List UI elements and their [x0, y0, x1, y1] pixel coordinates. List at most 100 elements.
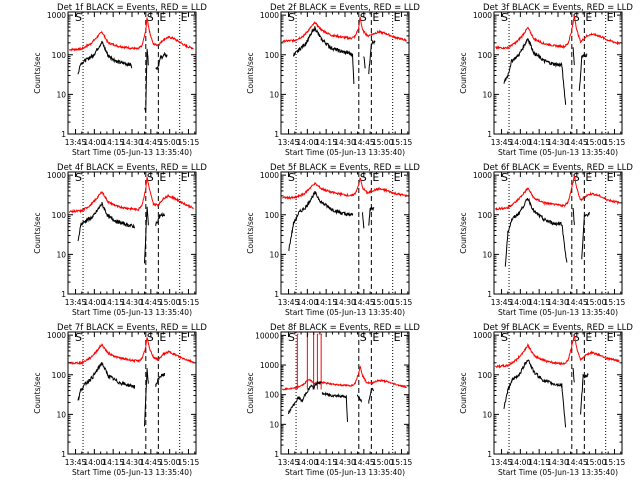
- y-tick-label: 100: [265, 211, 280, 220]
- boundary-marker-s: S: [501, 331, 508, 344]
- boundary-marker-s: S: [288, 171, 295, 184]
- panel-det-4f: Det 4f BLACK = Events, RED = LLD Start T…: [33, 163, 207, 317]
- x-tick-label: 15:15: [178, 298, 200, 307]
- y-tick-label: 1000: [260, 11, 279, 20]
- series-line-lld: [282, 176, 407, 201]
- event-marker-e: E: [372, 331, 379, 344]
- x-tick-label: 14:30: [547, 458, 569, 467]
- panel-det-7f: Det 7f BLACK = Events, RED = LLD Start T…: [33, 323, 207, 477]
- x-tick-label: 14:00: [84, 298, 106, 307]
- series-line-lld: [68, 337, 194, 366]
- series-line-events: [77, 201, 166, 264]
- x-tick-label: 14:15: [102, 458, 124, 467]
- boundary-marker-e: E: [181, 11, 188, 24]
- series-line-events: [77, 362, 166, 427]
- boundary-marker-s: S: [288, 331, 295, 344]
- x-tick-label: 15:15: [604, 458, 626, 467]
- x-tick-label: 14:45: [566, 298, 588, 307]
- x-tick-label: 14:15: [528, 138, 550, 147]
- x-axis-label: Start Time (05-Jun-13 13:35:40): [285, 148, 405, 157]
- event-marker-s: S: [360, 11, 367, 24]
- x-tick-label: 15:15: [604, 138, 626, 147]
- y-axis-label: Counts/sec: [459, 212, 468, 253]
- x-tick-label: 14:45: [566, 138, 588, 147]
- x-tick-label: 13:45: [65, 298, 87, 307]
- boundary-marker-s: S: [75, 171, 82, 184]
- panel-title: Det 2f BLACK = Events, RED = LLD: [270, 3, 420, 13]
- event-marker-e: E: [159, 331, 166, 344]
- boundary-marker-e: E: [181, 171, 188, 184]
- boundary-marker-e: E: [181, 331, 188, 344]
- y-tick-label: 1000: [473, 331, 492, 340]
- panel-det-1f: Det 1f BLACK = Events, RED = LLD Start T…: [33, 3, 207, 157]
- boundary-marker-s: S: [501, 11, 508, 24]
- x-tick-label: 14:15: [528, 458, 550, 467]
- x-tick-label: 15:15: [391, 458, 413, 467]
- x-axis-label: Start Time (05-Jun-13 13:35:40): [498, 148, 618, 157]
- x-axis-label: Start Time (05-Jun-13 13:35:40): [72, 148, 192, 157]
- y-tick-label: 10: [482, 90, 492, 99]
- event-marker-e: E: [159, 171, 166, 184]
- event-marker-e: E: [159, 11, 166, 24]
- y-axis-label: Counts/sec: [459, 372, 468, 413]
- event-marker-e: E: [585, 11, 592, 24]
- x-tick-label: 14:15: [315, 458, 337, 467]
- x-tick-label: 14:00: [297, 458, 319, 467]
- y-tick-label: 1: [61, 290, 66, 299]
- x-tick-label: 14:00: [510, 298, 532, 307]
- x-tick-label: 14:30: [547, 138, 569, 147]
- x-tick-label: 15:00: [585, 138, 607, 147]
- y-tick-label: 10: [482, 410, 492, 419]
- boundary-marker-s: S: [288, 11, 295, 24]
- y-tick-label: 100: [52, 211, 67, 220]
- series-line-lld: [495, 15, 620, 50]
- x-tick-label: 14:00: [510, 458, 532, 467]
- x-tick-label: 14:30: [121, 138, 143, 147]
- boundary-marker-e: E: [607, 171, 614, 184]
- panel-det-5f: Det 5f BLACK = Events, RED = LLD Start T…: [246, 163, 420, 317]
- x-tick-label: 14:00: [297, 138, 319, 147]
- event-marker-s: S: [573, 331, 580, 344]
- y-tick-label: 10: [56, 250, 66, 259]
- series-line-events: [288, 380, 374, 422]
- x-tick-label: 14:45: [353, 458, 375, 467]
- panel-det-8f: Det 8f BLACK = Events, RED = LLD Start T…: [246, 323, 420, 477]
- x-tick-label: 14:45: [566, 458, 588, 467]
- y-tick-label: 1000: [47, 331, 66, 340]
- y-tick-label: 10: [482, 250, 492, 259]
- series-line-lld: [69, 17, 194, 52]
- x-tick-label: 14:30: [334, 458, 356, 467]
- y-tick-label: 1000: [47, 171, 66, 180]
- y-tick-label: 10000: [255, 331, 279, 340]
- y-tick-label: 1: [61, 450, 66, 459]
- event-marker-e: E: [372, 171, 379, 184]
- x-tick-label: 14:30: [334, 298, 356, 307]
- x-tick-label: 14:30: [121, 298, 143, 307]
- x-tick-label: 13:45: [491, 138, 513, 147]
- panel-title: Det 9f BLACK = Events, RED = LLD: [483, 323, 633, 333]
- x-tick-label: 15:15: [604, 298, 626, 307]
- y-tick-label: 1000: [473, 11, 492, 20]
- x-tick-label: 15:00: [372, 298, 394, 307]
- boundary-marker-e: E: [394, 331, 401, 344]
- y-tick-label: 100: [265, 391, 280, 400]
- x-tick-label: 14:45: [140, 138, 162, 147]
- panel-det-9f: Det 9f BLACK = Events, RED = LLD Start T…: [459, 323, 633, 477]
- panel-title: Det 3f BLACK = Events, RED = LLD: [483, 3, 633, 13]
- y-axis-label: Counts/sec: [33, 372, 42, 413]
- x-tick-label: 15:00: [159, 458, 181, 467]
- series-line-lld: [495, 175, 620, 212]
- y-tick-label: 1: [487, 290, 492, 299]
- y-tick-label: 10: [56, 90, 66, 99]
- x-tick-label: 15:15: [178, 138, 200, 147]
- x-tick-label: 15:00: [159, 298, 181, 307]
- boundary-marker-s: S: [501, 171, 508, 184]
- x-tick-label: 14:45: [353, 138, 375, 147]
- x-axis-label: Start Time (05-Jun-13 13:35:40): [285, 468, 405, 477]
- y-tick-label: 100: [478, 211, 493, 220]
- y-tick-label: 1000: [260, 171, 279, 180]
- x-tick-label: 13:45: [278, 298, 300, 307]
- panel-title: Det 8f BLACK = Events, RED = LLD: [270, 323, 420, 333]
- y-tick-label: 10: [269, 420, 279, 429]
